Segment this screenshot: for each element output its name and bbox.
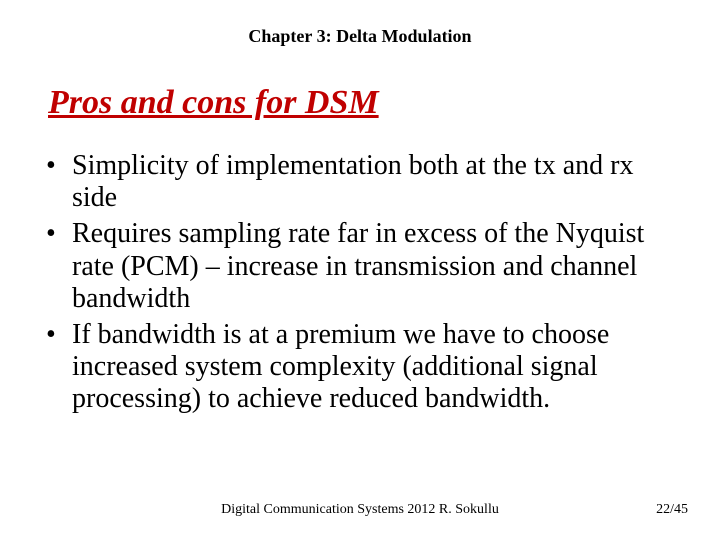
chapter-label: Chapter 3: Delta Modulation <box>0 26 720 47</box>
list-item: Requires sampling rate far in excess of … <box>40 218 680 315</box>
slide: Chapter 3: Delta Modulation Pros and con… <box>0 0 720 540</box>
footer-center: Digital Communication Systems 2012 R. So… <box>0 502 720 518</box>
list-item: If bandwidth is at a premium we have to … <box>40 319 680 416</box>
slide-title: Pros and cons for DSM <box>48 84 379 122</box>
list-item: Simplicity of implementation both at the… <box>40 150 680 214</box>
bullet-list: Simplicity of implementation both at the… <box>40 150 680 420</box>
footer-page-number: 22/45 <box>656 502 688 518</box>
